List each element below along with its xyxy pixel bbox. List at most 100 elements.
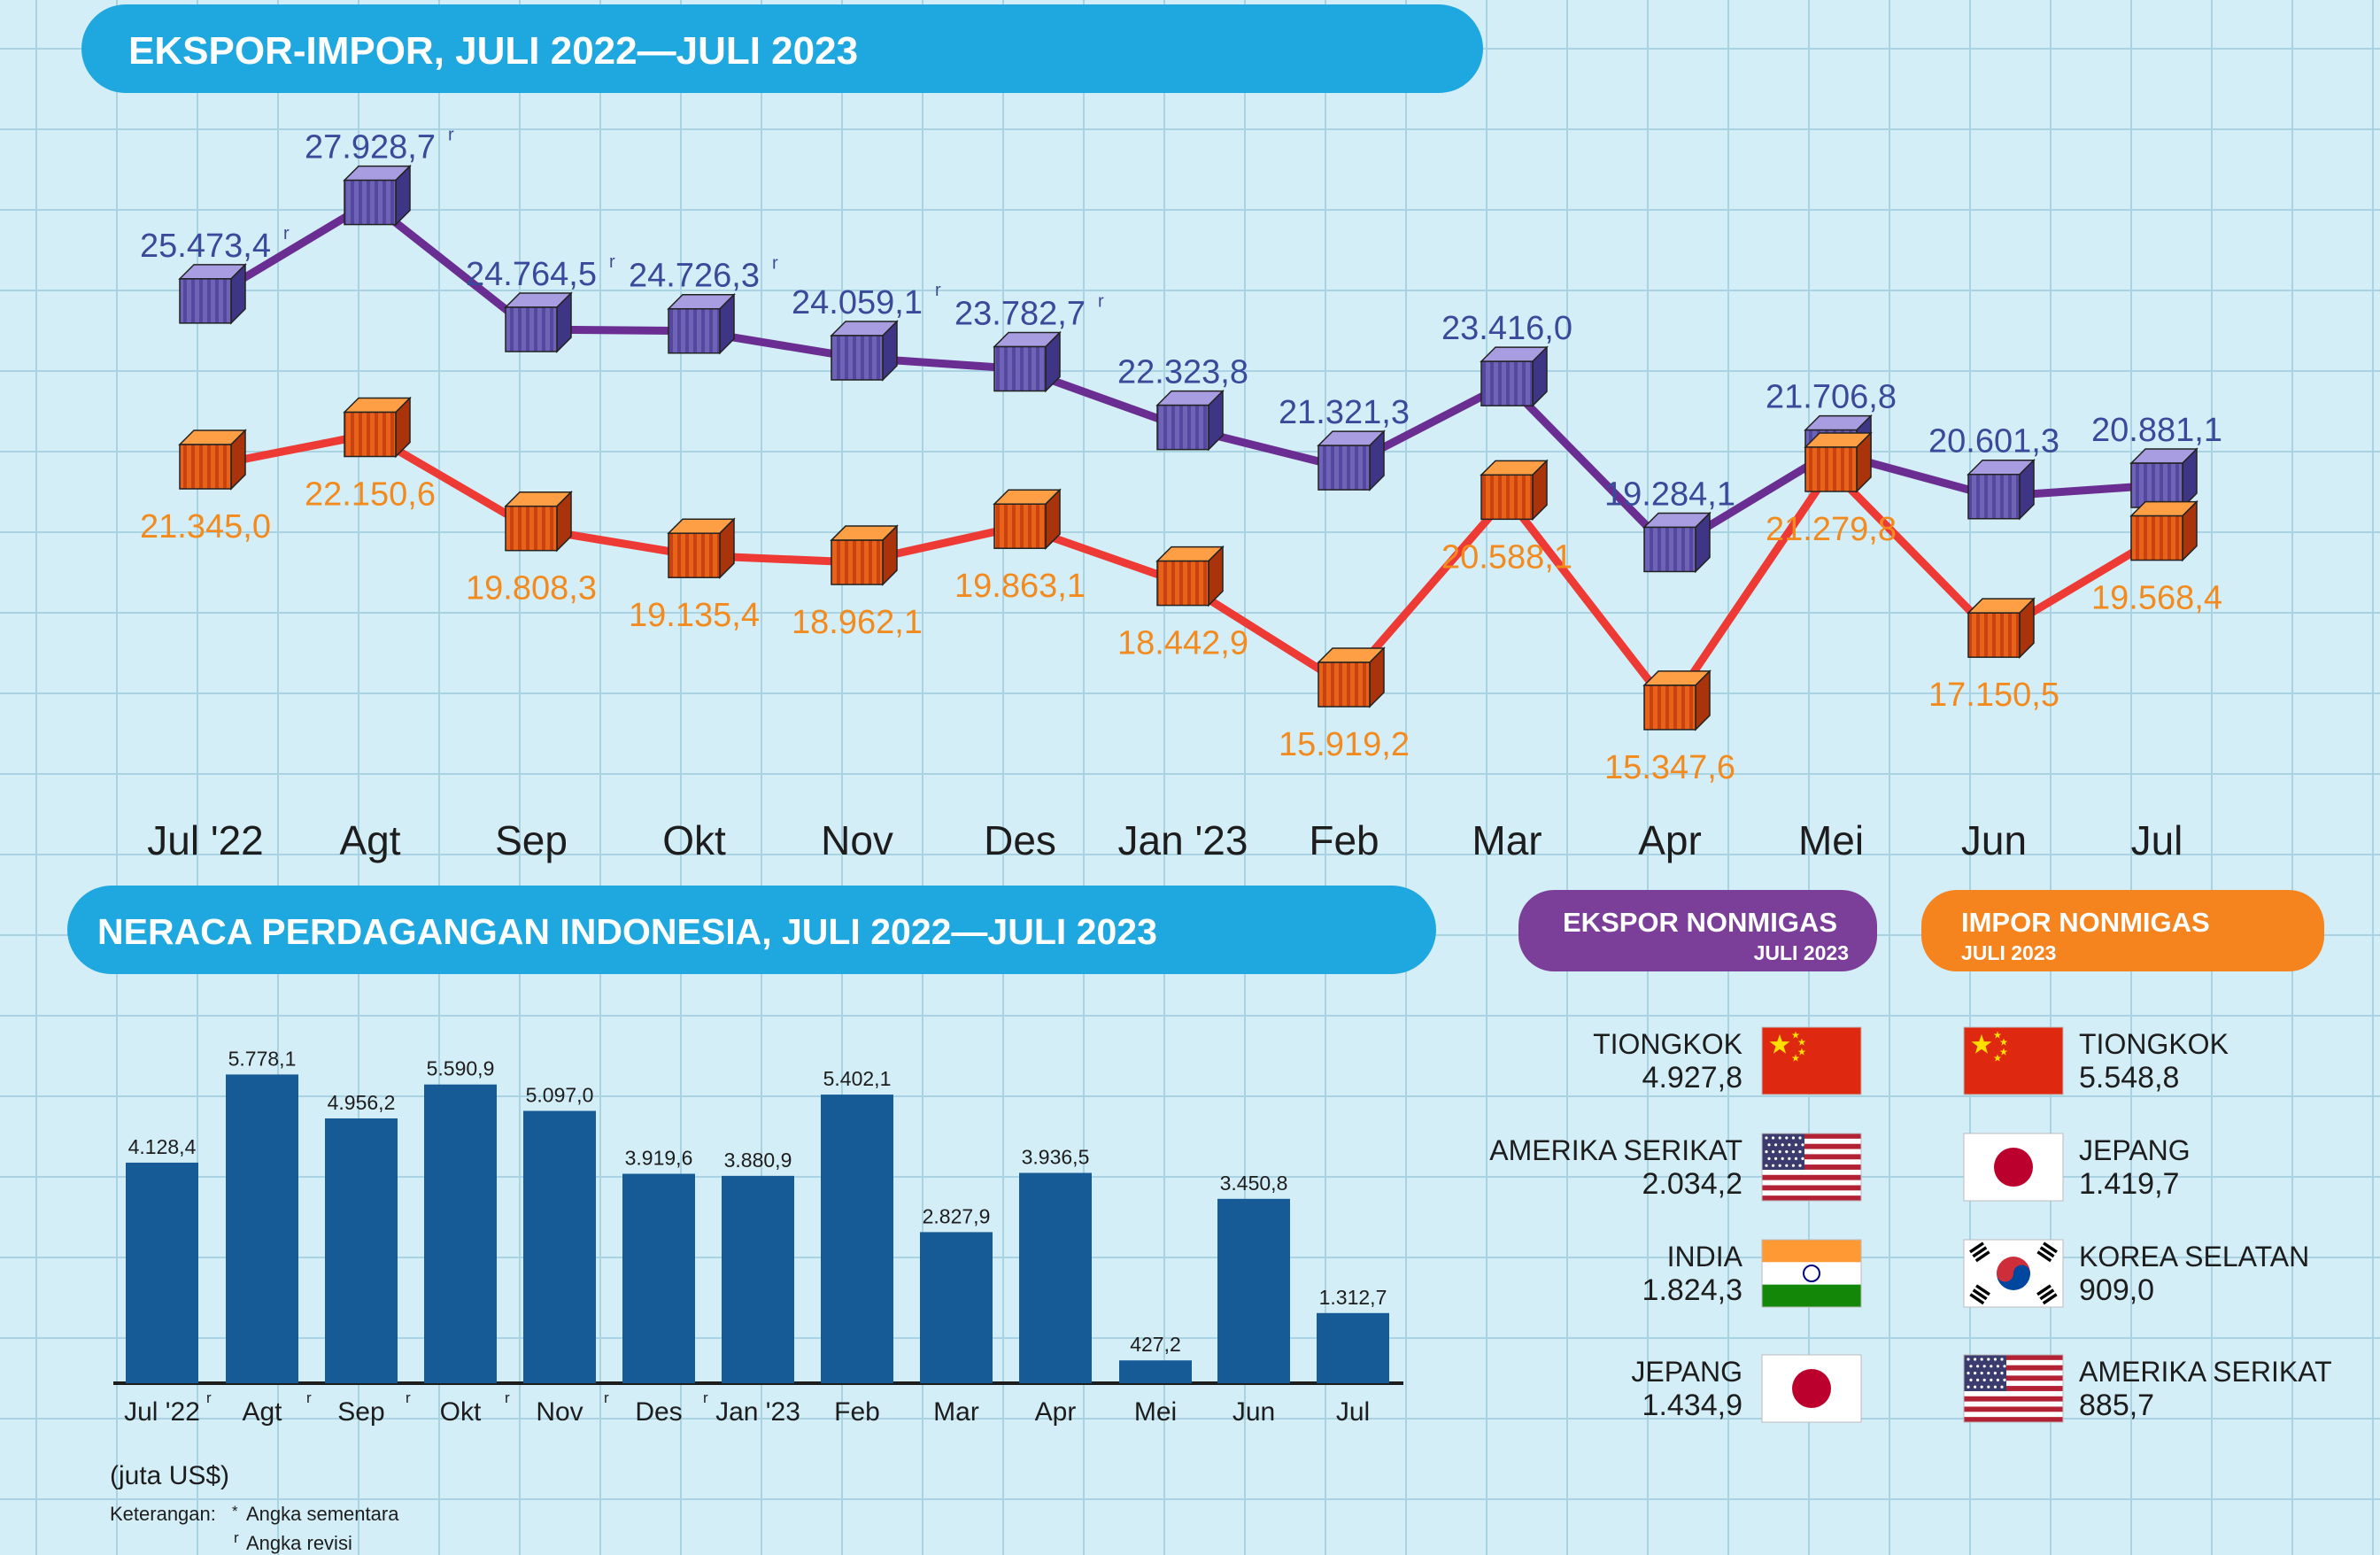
line-chart-banner: EKSPOR-IMPOR, JULI 2022—JULI 2023: [81, 4, 1483, 93]
x-axis-month-label: Jun: [1961, 817, 2027, 863]
note-mark-provisional: *: [232, 1503, 238, 1520]
import-value-label: 17.150,5: [1928, 677, 2059, 714]
export-revised-mark: r: [772, 254, 778, 274]
country-value: 1.824,3: [1642, 1273, 1742, 1307]
export-point-5: [993, 330, 1062, 393]
export-point-12: [2129, 447, 2198, 509]
country-name: TIONGKOK: [2079, 1028, 2229, 1060]
export-point-0: [178, 263, 247, 325]
trade-balance-bar: [1019, 1172, 1092, 1383]
import-point-1: [343, 396, 412, 459]
export-value-label: 24.764,5: [466, 256, 597, 293]
bar-category-label: Des: [635, 1397, 682, 1427]
bar-category-label: Jul '22: [124, 1397, 200, 1427]
china-flag: [1963, 1026, 2064, 1095]
import-point-8: [1480, 459, 1549, 522]
import-value-label: 19.863,1: [954, 568, 1086, 605]
bar-value-label: 3.450,8: [1220, 1172, 1288, 1195]
import-value-label: 15.347,6: [1604, 749, 1735, 786]
bar-value-label: 5.402,1: [823, 1067, 892, 1090]
export-point-1: [343, 164, 412, 227]
import-value-label: 18.962,1: [792, 604, 923, 641]
export-point-3: [667, 292, 736, 355]
x-axis-month-label: Jul '22: [147, 817, 264, 863]
bar-category-label: Jun: [1232, 1397, 1275, 1427]
export-value-label: 24.059,1: [792, 284, 923, 321]
country-value: 2.034,2: [1642, 1167, 1742, 1201]
country-name: INDIA: [1667, 1241, 1743, 1273]
export-revised-mark: r: [1098, 292, 1104, 312]
unit-note: (juta US$): [110, 1461, 229, 1490]
impor-nonmigas-banner: IMPOR NONMIGAS JULI 2023: [1921, 890, 2324, 971]
notes-label: Keterangan:: [110, 1503, 216, 1525]
trade-balance-bar: [1217, 1198, 1290, 1383]
country-name: JEPANG: [1631, 1356, 1742, 1388]
import-value-label: 19.135,4: [629, 597, 760, 634]
usa-flag: [1761, 1133, 1862, 1202]
country-name: AMERIKA SERIKAT: [1489, 1134, 1742, 1166]
bar-value-label: 5.097,0: [526, 1083, 594, 1106]
bar-revised-mark: r: [604, 1389, 609, 1406]
export-point-6: [1155, 389, 1225, 452]
ekspor-nonmigas-banner: EKSPOR NONMIGAS JULI 2023: [1518, 890, 1877, 971]
trade-balance-bar: [920, 1232, 993, 1383]
import-point-6: [1155, 545, 1225, 607]
import-value-label: 22.150,6: [305, 476, 436, 514]
bar-value-label: 5.778,1: [228, 1047, 297, 1070]
import-value-label: 19.808,3: [466, 570, 597, 607]
country-value: 4.927,8: [1642, 1061, 1742, 1095]
bar-category-label: Feb: [834, 1397, 880, 1427]
bar-category-label: Agt: [242, 1397, 282, 1427]
export-value-label: 23.782,7: [954, 296, 1086, 333]
bar-category-label: Okt: [440, 1397, 482, 1427]
import-value-label: 21.279,8: [1766, 511, 1897, 548]
export-value-label: 24.726,3: [629, 258, 760, 295]
export-revised-mark: r: [448, 126, 454, 145]
bar-revised-mark: r: [206, 1389, 212, 1406]
bar-value-label: 427,2: [1130, 1333, 1181, 1356]
export-value-label: 21.321,3: [1279, 394, 1410, 431]
import-point-9: [1642, 669, 1712, 731]
import-point-10: [1804, 431, 1873, 493]
note-mark-revised: r: [234, 1529, 239, 1546]
export-point-8: [1480, 345, 1549, 407]
export-value-label: 25.473,4: [140, 228, 271, 265]
x-axis-month-label: Jul: [2131, 817, 2183, 863]
x-axis-month-label: Okt: [662, 817, 726, 863]
line-chart-title: EKSPOR-IMPOR, JULI 2022—JULI 2023: [128, 29, 858, 73]
note-revised: Angka revisi: [246, 1532, 352, 1554]
trade-balance-bar: [126, 1162, 198, 1383]
export-revised-mark: r: [935, 281, 941, 300]
x-axis-month-label: Mei: [1798, 817, 1864, 863]
trade-balance-bar: [1317, 1312, 1389, 1383]
export-value-label: 27.928,7: [305, 129, 436, 166]
export-point-11: [1967, 458, 2036, 521]
x-axis-month-label: Mar: [1472, 817, 1542, 863]
country-name: AMERIKA SERIKAT: [2079, 1356, 2332, 1388]
trade-balance-bar: [722, 1175, 794, 1383]
export-value-label: 20.881,1: [2091, 412, 2222, 449]
bar-chart-banner: NERACA PERDAGANGAN INDONESIA, JULI 2022—…: [67, 886, 1436, 974]
bar-value-label: 3.880,9: [724, 1149, 792, 1172]
bar-revised-mark: r: [505, 1389, 510, 1406]
import-point-0: [178, 429, 247, 491]
bar-category-label: Nov: [536, 1397, 583, 1427]
bar-category-label: Apr: [1035, 1397, 1077, 1427]
bar-category-label: Mei: [1134, 1397, 1177, 1427]
x-axis-month-label: Sep: [495, 817, 568, 863]
bar-value-label: 3.936,5: [1022, 1145, 1090, 1168]
impor-nonmigas-subtitle: JULI 2023: [1961, 941, 2056, 964]
trade-balance-bar: [821, 1095, 893, 1383]
trade-balance-bar: [325, 1118, 398, 1383]
bar-value-label: 4.956,2: [328, 1091, 396, 1114]
india-flag: [1761, 1239, 1862, 1308]
bar-revised-mark: r: [406, 1389, 411, 1406]
country-value: 909,0: [2079, 1273, 2154, 1307]
